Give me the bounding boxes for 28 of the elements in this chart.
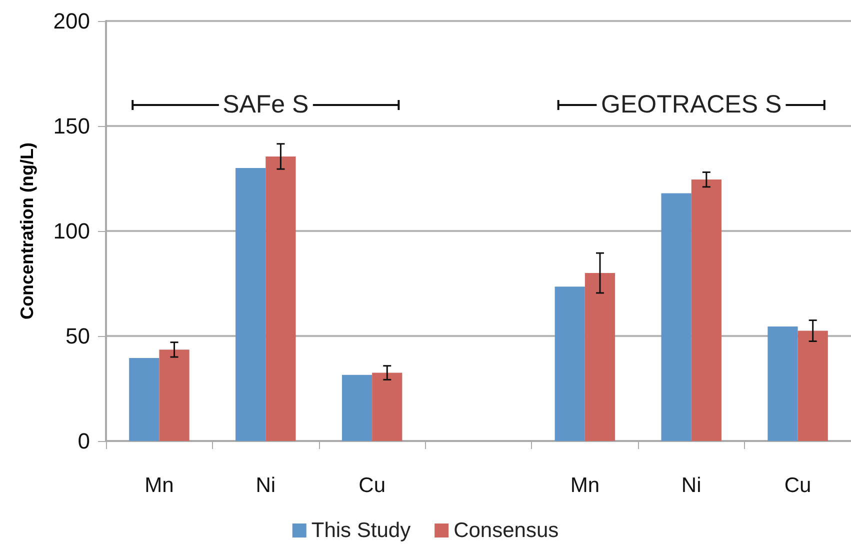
x-tick-label: Mn [144, 474, 174, 497]
bar [342, 374, 372, 441]
x-tick-label: Ni [681, 474, 702, 497]
bar [159, 350, 190, 441]
bar [266, 156, 296, 441]
bar [129, 358, 160, 441]
bar [768, 326, 798, 441]
x-tick-label: Cu [784, 474, 812, 497]
x-tick-label: Ni [256, 474, 276, 497]
legend-label: Consensus [454, 519, 559, 542]
bar [372, 372, 402, 441]
y-tick-label: 50 [66, 324, 90, 348]
bar [554, 286, 585, 441]
bar [798, 330, 828, 441]
annotation: GEOTRACES S [597, 90, 786, 120]
y-tick-label: 0 [78, 428, 90, 454]
legend-label: This Study [311, 519, 412, 542]
bar [584, 273, 616, 441]
y-tick-label: 100 [53, 218, 90, 244]
bar [236, 168, 266, 441]
bar [661, 193, 692, 441]
y-tick-label: 200 [53, 8, 90, 34]
y-tick-label: 150 [53, 114, 90, 138]
x-tick-label: Mn [570, 474, 600, 497]
bar [691, 180, 722, 441]
annotation: SAFe S [218, 90, 313, 120]
x-tick-label: Cu [358, 474, 386, 497]
y-axis-title: Concentration (ng/L) [17, 142, 37, 320]
